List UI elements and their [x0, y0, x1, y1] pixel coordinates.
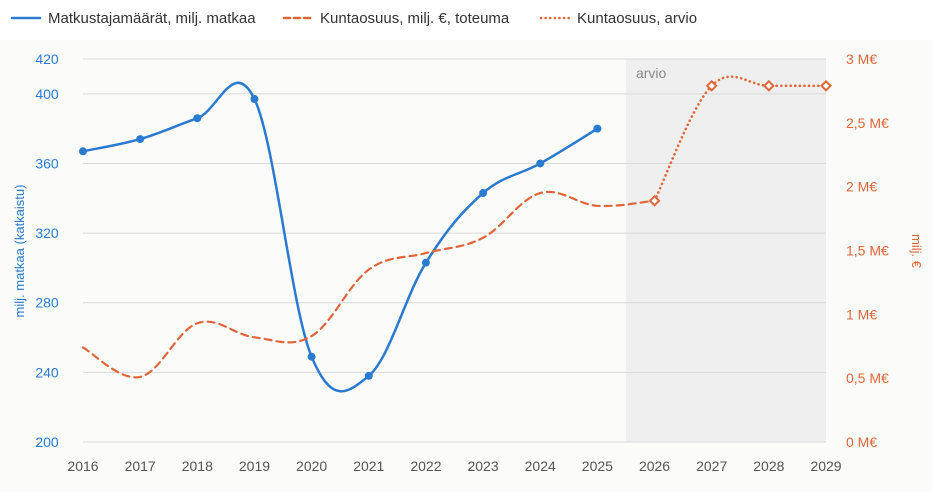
data-point-estimate [648, 194, 661, 207]
data-point-passengers [593, 124, 602, 133]
data-point-passengers [479, 189, 488, 198]
y-right-tick-label: 2 M€ [846, 179, 877, 195]
y-left-tick-label: 200 [35, 434, 59, 450]
data-point-passengers [307, 352, 316, 361]
y-left-axis-title: milj. matkaa (katkaistu) [12, 185, 27, 318]
x-tick-label: 2016 [67, 458, 98, 474]
y-right-tick-label: 3 M€ [846, 51, 877, 67]
data-point-passengers [536, 159, 545, 168]
legend-label-3: Kuntaosuus, arvio [577, 10, 697, 27]
y-right-axis-title: milj. € [909, 234, 924, 269]
data-point-passengers [250, 95, 259, 104]
data-point-estimate [705, 79, 718, 92]
y-right-tick-label: 0,5 M€ [846, 370, 889, 386]
data-point-estimate [820, 79, 832, 92]
data-point-passengers [364, 371, 373, 380]
legend-label-1: Matkustajamäärät, milj. matkaa [48, 10, 256, 27]
x-tick-label: 2029 [810, 458, 841, 474]
data-point-passengers [136, 135, 145, 144]
x-tick-label: 2027 [696, 458, 727, 474]
x-tick-label: 2026 [639, 458, 670, 474]
data-point-passengers [193, 114, 202, 123]
x-tick-label: 2019 [239, 458, 270, 474]
x-tick-label: 2024 [525, 458, 556, 474]
x-tick-label: 2025 [582, 458, 613, 474]
x-tick-label: 2020 [296, 458, 327, 474]
legend-label-2: Kuntaosuus, milj. €, toteuma [320, 10, 510, 27]
y-right-tick-label: 2,5 M€ [846, 115, 889, 131]
data-point-passengers [79, 147, 87, 156]
y-right-tick-label: 0 M€ [846, 434, 877, 450]
x-tick-label: 2022 [410, 458, 441, 474]
y-left-tick-label: 420 [35, 51, 59, 67]
y-left-tick-label: 280 [35, 295, 59, 311]
y-left-tick-label: 240 [35, 364, 59, 380]
forecast-label: arvio [636, 65, 667, 81]
x-tick-label: 2017 [125, 458, 156, 474]
series-line-3 [653, 75, 828, 203]
series-line-2 [81, 190, 656, 379]
x-tick-label: 2018 [182, 458, 213, 474]
x-tick-label: 2028 [753, 458, 784, 474]
y-left-tick-label: 400 [35, 86, 59, 102]
legend: Matkustajamäärät, milj. matkaa Kuntaosuus… [10, 10, 697, 27]
data-point-estimate [762, 79, 775, 92]
forecast-region [625, 59, 826, 442]
y-left-tick-label: 360 [35, 155, 59, 171]
data-point-passengers [421, 258, 430, 267]
x-tick-label: 2023 [467, 458, 498, 474]
y-left-tick-label: 320 [35, 225, 59, 241]
y-right-tick-label: 1 M€ [846, 306, 877, 322]
y-right-tick-label: 1,5 M€ [846, 243, 889, 259]
plot-area: arvio 200 240 280 320 360 400 420 0 M€ 0,5 M€ 1 M€… [0, 40, 933, 492]
x-tick-label: 2021 [353, 458, 384, 474]
